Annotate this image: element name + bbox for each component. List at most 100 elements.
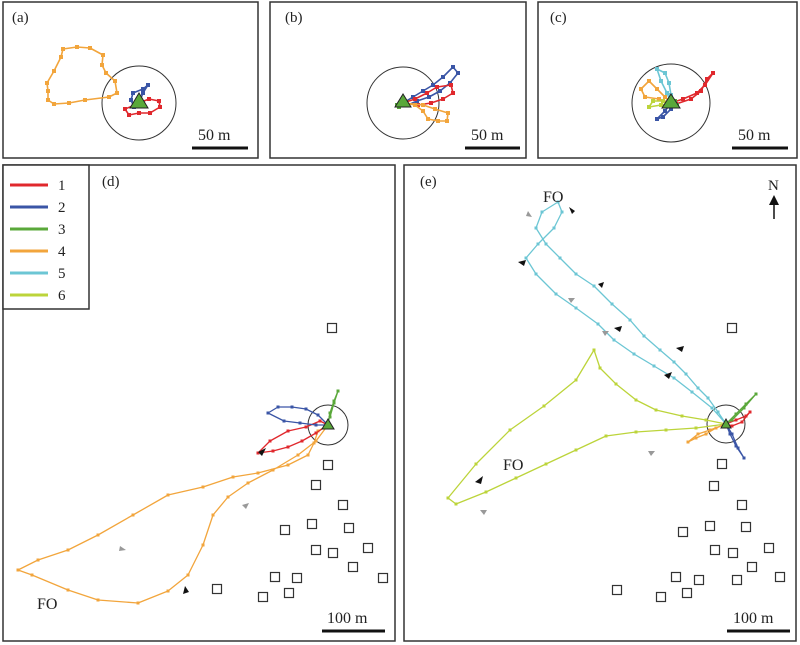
direction-arrow-icon bbox=[475, 476, 483, 484]
direction-arrows bbox=[183, 207, 684, 594]
legend-label-5: 5 bbox=[58, 266, 66, 282]
track-point-6 bbox=[664, 428, 668, 432]
track-point-4 bbox=[256, 471, 260, 475]
track-point-2 bbox=[456, 71, 460, 75]
panel-e-label: (e) bbox=[420, 174, 437, 190]
track-point-6 bbox=[614, 382, 618, 386]
track-point-5 bbox=[632, 352, 636, 356]
track-point-4 bbox=[101, 53, 105, 57]
track-point-2 bbox=[730, 432, 734, 436]
track-point-2 bbox=[451, 65, 455, 69]
track-point-4 bbox=[52, 102, 56, 106]
track-point-1 bbox=[314, 431, 318, 435]
track-point-4 bbox=[88, 46, 92, 50]
north-label: N bbox=[768, 178, 779, 194]
return-arrow-icon bbox=[648, 451, 655, 456]
return-arrow-icon bbox=[242, 503, 249, 509]
track-point-4 bbox=[186, 573, 190, 577]
track-point-3 bbox=[754, 392, 758, 396]
track-point-2 bbox=[146, 83, 150, 87]
landmark-square bbox=[337, 499, 349, 511]
return-arrow-icon bbox=[480, 510, 487, 515]
track-point-1 bbox=[711, 71, 715, 75]
landmark-square bbox=[327, 547, 339, 559]
scale-label-e: 100 m bbox=[733, 610, 774, 627]
track-point-2 bbox=[129, 98, 133, 102]
landmark-square bbox=[681, 587, 693, 599]
track-point-4 bbox=[201, 543, 205, 547]
panel-a-frame bbox=[2, 1, 259, 159]
landmark-square bbox=[709, 544, 721, 556]
track-point-6 bbox=[661, 99, 665, 103]
track-line-4 bbox=[687, 423, 727, 443]
track-point-5 bbox=[659, 79, 663, 83]
track-point-5 bbox=[554, 292, 558, 296]
track-point-1 bbox=[300, 439, 304, 443]
track-point-2 bbox=[427, 95, 431, 99]
track-point-4 bbox=[75, 45, 79, 49]
direction-arrow-icon bbox=[258, 448, 266, 456]
landmark-squares bbox=[211, 322, 786, 603]
landmark-square bbox=[693, 574, 705, 586]
home-marker-e bbox=[720, 417, 732, 429]
track-point-4 bbox=[30, 573, 34, 577]
track-point-1 bbox=[413, 97, 417, 101]
landmark-square bbox=[731, 574, 743, 586]
track-point-1 bbox=[271, 449, 275, 453]
track-point-2 bbox=[441, 75, 445, 79]
track-point-6 bbox=[574, 448, 578, 452]
track-point-5 bbox=[534, 226, 538, 230]
landmark-square bbox=[377, 572, 389, 584]
panel-b-label: (b) bbox=[285, 10, 303, 26]
home-circle-b bbox=[366, 66, 440, 140]
track-point-1 bbox=[740, 420, 744, 424]
track-point-5 bbox=[534, 272, 538, 276]
track-point-4 bbox=[714, 426, 718, 430]
track-point-1 bbox=[689, 97, 693, 101]
landmark-square bbox=[708, 480, 720, 492]
track-point-5 bbox=[710, 406, 714, 410]
track-point-1 bbox=[730, 424, 734, 428]
track-point-6 bbox=[647, 105, 651, 109]
track-point-5 bbox=[536, 242, 540, 246]
track-point-2 bbox=[655, 117, 659, 121]
home-marker-c bbox=[661, 93, 681, 109]
track-point-4 bbox=[312, 441, 316, 445]
track-line-3 bbox=[327, 390, 339, 426]
track-point-2 bbox=[141, 91, 145, 95]
track-point-1 bbox=[748, 410, 752, 414]
track-point-5 bbox=[574, 272, 578, 276]
track-point-6 bbox=[542, 404, 546, 408]
panel-c-frame bbox=[537, 1, 798, 159]
track-point-5 bbox=[556, 200, 560, 204]
track-point-5 bbox=[524, 256, 528, 260]
track-point-5 bbox=[642, 334, 646, 338]
track-point-4 bbox=[314, 439, 318, 443]
track-point-1 bbox=[137, 111, 141, 115]
track-point-4 bbox=[115, 91, 119, 95]
track-point-4 bbox=[686, 440, 690, 444]
track-point-6 bbox=[454, 502, 458, 506]
scale-label-b: 50 m bbox=[471, 127, 504, 144]
track-point-4 bbox=[696, 432, 700, 436]
track-point-2 bbox=[734, 444, 738, 448]
panel-e-frame bbox=[403, 164, 797, 642]
track-point-5 bbox=[665, 91, 669, 95]
track-point-4 bbox=[45, 81, 49, 85]
track-point-2 bbox=[421, 89, 425, 93]
track-point-6 bbox=[694, 426, 698, 430]
direction-arrow-icon bbox=[614, 326, 622, 332]
track-point-3 bbox=[332, 401, 336, 405]
home-circle-e bbox=[706, 404, 746, 444]
direction-arrow-icon bbox=[676, 346, 684, 352]
track-point-5 bbox=[706, 396, 710, 400]
track-point-2 bbox=[736, 446, 740, 450]
landmark-square bbox=[269, 571, 281, 583]
track-point-1 bbox=[435, 85, 439, 89]
track-point-3 bbox=[328, 415, 332, 419]
landmark-square bbox=[746, 561, 758, 573]
track-point-1 bbox=[734, 418, 738, 422]
panel-d-frame bbox=[2, 164, 396, 642]
track-point-2 bbox=[663, 109, 667, 113]
